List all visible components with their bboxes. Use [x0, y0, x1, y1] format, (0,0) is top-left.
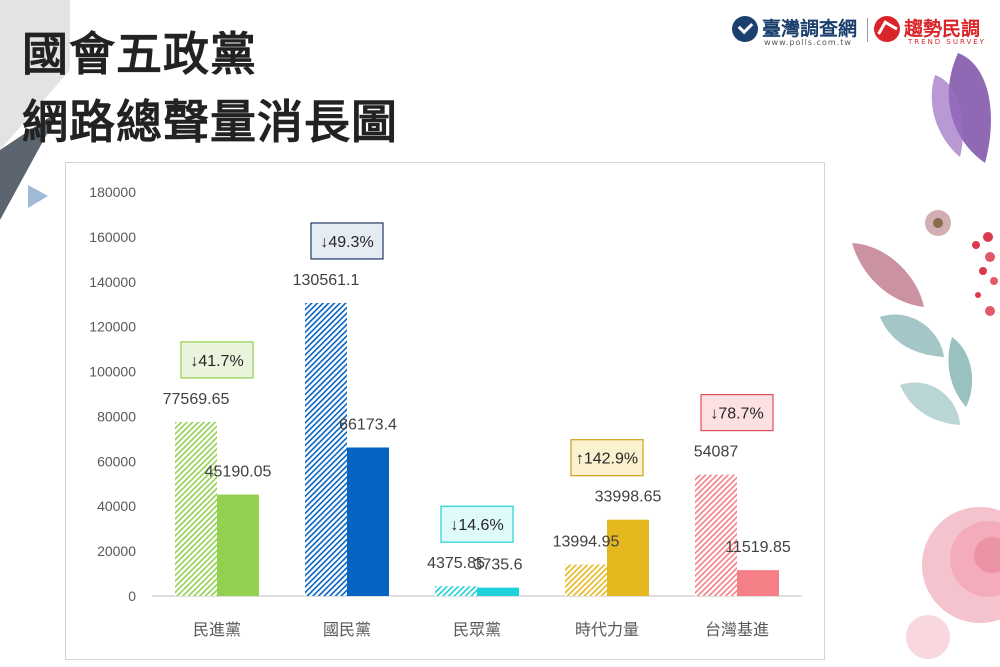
trend-survey-logo-name: 趨勢民調 — [904, 18, 981, 40]
y-tick-label: 20000 — [97, 543, 136, 559]
logo-divider — [867, 18, 868, 42]
bar-current — [737, 570, 779, 596]
x-axis: 民進黨 國民黨 民眾黨 時代力量 台灣基進 — [193, 621, 769, 639]
change-badge-label: ↓78.7% — [710, 406, 763, 423]
bars — [175, 302, 779, 596]
polls-logo-url: www.polls.com.tw — [764, 38, 852, 47]
polls-logo-icon — [732, 16, 758, 42]
bar-current — [477, 587, 519, 596]
bar-previous — [435, 586, 477, 596]
bar-previous — [305, 302, 347, 596]
y-tick-label: 40000 — [97, 498, 136, 514]
value-label-current: 33998.65 — [595, 489, 662, 506]
value-label-current: 3735.6 — [474, 557, 523, 574]
bar-current — [217, 494, 259, 596]
change-badge-label: ↓49.3% — [320, 234, 373, 251]
value-label-previous: 4375.85 — [427, 555, 485, 572]
page-title-line-2: 網路總聲量消長圖 — [22, 95, 398, 149]
page-title-line-1: 國會五政黨 — [22, 27, 257, 81]
chart-panel: 0 20000 40000 60000 80000 100000 120000 140000 1… — [65, 162, 825, 660]
x-category-label: 時代力量 — [575, 621, 639, 639]
value-label-current: 45190.05 — [205, 464, 272, 481]
change-badge-box — [700, 394, 774, 432]
y-tick-label: 140000 — [89, 274, 136, 290]
bar-previous — [175, 421, 217, 596]
value-label-current: 66173.4 — [339, 416, 397, 433]
y-tick-label: 100000 — [89, 364, 136, 380]
x-category-label: 民進黨 — [193, 621, 241, 639]
x-category-label: 台灣基進 — [705, 621, 769, 639]
bar-chart: 0 20000 40000 60000 80000 100000 120000 140000 1… — [89, 184, 802, 639]
y-tick-label: 80000 — [97, 408, 136, 424]
y-tick-label: 60000 — [97, 453, 136, 469]
polls-logo-name: 臺灣調查網 — [762, 18, 858, 40]
y-tick-label: 120000 — [89, 319, 136, 335]
change-badge-label: ↑142.9% — [576, 451, 638, 468]
bar-current — [347, 447, 389, 596]
value-label-previous: 77569.65 — [163, 391, 230, 408]
floral-decoration — [852, 53, 1000, 659]
trend-survey-logo-sub: TREND SURVEY — [908, 38, 986, 46]
x-category-label: 民眾黨 — [453, 621, 501, 639]
value-label-current: 11519.85 — [725, 539, 791, 556]
bar-previous — [565, 564, 607, 596]
y-tick-label: 0 — [128, 588, 136, 604]
change-badge-box — [180, 341, 254, 379]
y-tick-label: 180000 — [89, 184, 136, 200]
corner-decoration — [0, 0, 70, 220]
value-labels: 77569.65 45190.05 130561.1 66173.4 4375.8537… — [163, 272, 791, 574]
bar-current — [607, 519, 649, 596]
value-label-previous: 130561.1 — [293, 272, 360, 289]
change-badge-box — [570, 439, 644, 477]
bar-previous — [695, 474, 737, 596]
change-badges: ↓41.7% ↓49.3% ↓14.6% ↑142.9% ↓78.7% — [180, 222, 774, 543]
value-label-previous: 13994.95 — [553, 534, 620, 551]
value-label-previous: 54087 — [694, 444, 739, 461]
change-badge-label: ↓14.6% — [450, 517, 503, 534]
change-badge-label: ↓41.7% — [190, 353, 243, 370]
y-axis: 0 20000 40000 60000 80000 100000 120000 140000 1… — [89, 184, 136, 604]
change-badge-box — [310, 222, 384, 260]
change-badge-box — [440, 505, 514, 543]
y-tick-label: 160000 — [89, 229, 136, 245]
x-category-label: 國民黨 — [323, 621, 371, 639]
trend-survey-logo-icon — [874, 16, 900, 42]
brand-logos: 臺灣調查網 www.polls.com.tw 趨勢民調 TREND SURVEY — [728, 12, 990, 52]
